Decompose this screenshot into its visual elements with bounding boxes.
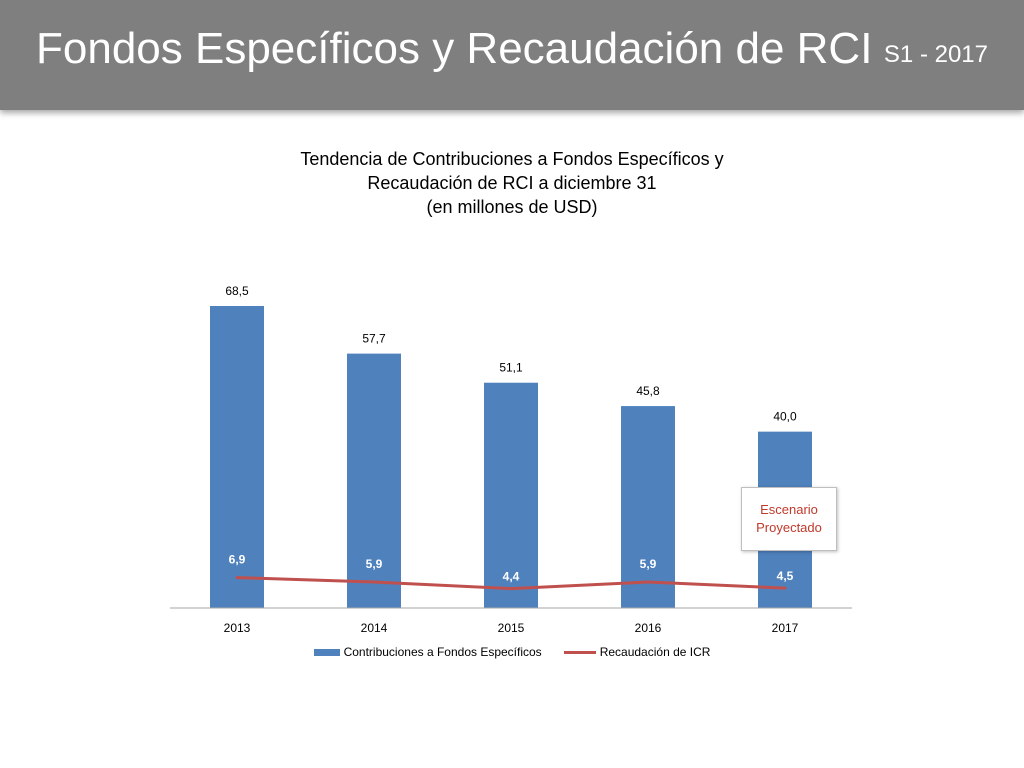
bar-value-label-2013: 68,5 <box>225 284 249 298</box>
x-tick-label-2013: 2013 <box>224 621 251 635</box>
line-value-label-2015: 4,4 <box>503 570 520 584</box>
chart-title-line-3: (en millones de USD) <box>426 197 598 217</box>
x-tick-label-2017: 2017 <box>772 621 799 635</box>
bar-value-label-2016: 45,8 <box>636 384 660 398</box>
x-tick-label-2016: 2016 <box>635 621 662 635</box>
line-value-label-2013: 6,9 <box>229 553 246 567</box>
collection-line <box>235 576 787 591</box>
bar-value-label-2015: 51,1 <box>499 361 523 375</box>
line-value-label-2014: 5,9 <box>366 557 383 571</box>
chart-title-line-2: Recaudación de RCI a diciembre 31 <box>367 173 657 193</box>
legend-line-swatch <box>563 650 596 654</box>
x-tick-label-2014: 2014 <box>361 621 388 635</box>
bar-2013 <box>210 306 264 608</box>
projected-scenario-note-line-1: Escenario <box>760 502 818 517</box>
legend-label-collection: Recaudación de ICR <box>599 645 711 659</box>
line-value-label-2016: 5,9 <box>640 557 657 571</box>
projected-scenario-note-line-2: Proyectado <box>756 520 822 535</box>
chart-legend: Contribuciones a Fondos Específicos Reca… <box>0 645 1024 659</box>
slide-title: Fondos Específicos y Recaudación de RCI <box>36 24 873 73</box>
legend-item-contributions: Contribuciones a Fondos Específicos <box>313 645 542 659</box>
legend-label-contributions: Contribuciones a Fondos Específicos <box>343 645 542 659</box>
slide-period-tag: S1 - 2017 <box>883 41 988 68</box>
chart-title-line-1: Tendencia de Contribuciones a Fondos Esp… <box>300 149 724 169</box>
bar-2015 <box>484 382 538 608</box>
projected-scenario-note: Escenario Proyectado <box>741 487 837 551</box>
legend-bar-swatch <box>313 648 340 656</box>
chart-title: Tendencia de Contribuciones a Fondos Esp… <box>0 147 1024 219</box>
bar-2016 <box>621 406 675 608</box>
slide-header: Fondos Específicos y Recaudación de RCI … <box>0 0 1024 110</box>
bar-2014 <box>347 353 401 608</box>
bar-value-label-2017: 40,0 <box>773 410 797 424</box>
x-tick-label-2015: 2015 <box>498 621 525 635</box>
legend-item-collection: Recaudación de ICR <box>563 645 711 659</box>
bar-value-label-2014: 57,7 <box>362 332 386 346</box>
line-value-label-2017: 4,5 <box>777 569 794 583</box>
